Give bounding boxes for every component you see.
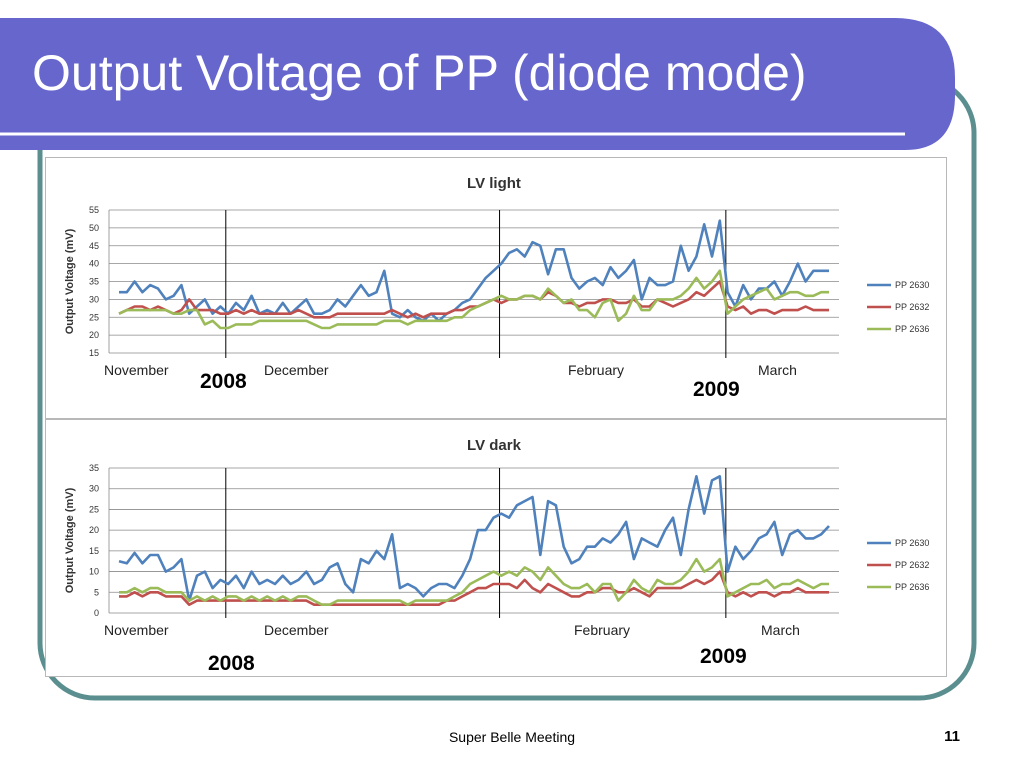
y-tick-label: 30: [89, 294, 99, 304]
year-label-2008-top: 2008: [200, 370, 247, 393]
month-label: November: [104, 622, 169, 638]
chart-title: LV dark: [467, 437, 522, 454]
chart-panel-lv-dark: LV dark 0 5 10 15 20 25 30 35 Output Voltage (mV)…: [45, 419, 947, 677]
page-number: 11: [944, 728, 960, 745]
month-label: February: [568, 362, 624, 378]
year-label-2008-bottom: 2008: [208, 652, 255, 675]
header-band: [0, 18, 955, 150]
series-line-pp-2630: [119, 219, 829, 323]
y-tick-label: 35: [89, 463, 99, 473]
y-tick-label: 5: [94, 587, 99, 597]
legend-label: PP 2630: [895, 280, 929, 290]
y-tick-label: 10: [89, 567, 99, 577]
slide-title: Output Voltage of PP (diode mode): [32, 45, 807, 101]
chart-lv-light: LV light 15 20 25 30 35 40 45 50 55 Output Voltage…: [64, 175, 929, 378]
legend-label: PP 2632: [895, 302, 929, 312]
y-tick-label: 0: [94, 608, 99, 618]
legend-label: PP 2632: [895, 560, 929, 570]
year-label-2009-top: 2009: [693, 378, 740, 401]
series-line-pp-2636: [118, 269, 829, 330]
chart-panel-lv-light: LV light 15 20 25 30 35 40 45 50 55 Output Voltage…: [45, 157, 947, 419]
series-line-pp-2632: [118, 280, 829, 319]
y-axis-label: Output Voltage (mV): [64, 228, 76, 334]
legend-label: PP 2636: [895, 324, 929, 334]
chart-lv-dark: LV dark 0 5 10 15 20 25 30 35 Output Voltage (mV)…: [64, 437, 929, 638]
month-label: December: [264, 362, 329, 378]
series-line-pp-2636: [119, 557, 829, 606]
series-line-pp-2630: [118, 475, 830, 602]
month-label: December: [264, 622, 329, 638]
chart-title: LV light: [467, 175, 521, 192]
footer-text: Super Belle Meeting: [448, 729, 576, 745]
y-tick-label: 25: [89, 312, 99, 322]
y-tick-label: 30: [89, 484, 99, 494]
y-tick-label: 40: [89, 259, 99, 269]
y-tick-label: 15: [89, 348, 99, 358]
month-label: February: [574, 622, 630, 638]
year-label-2009-bottom: 2009: [700, 645, 747, 668]
month-label: March: [758, 362, 797, 378]
y-tick-label: 45: [89, 241, 99, 251]
y-tick-label: 25: [89, 504, 99, 514]
month-label: March: [761, 622, 800, 638]
series-line-pp-2632: [119, 570, 829, 606]
y-tick-label: 50: [89, 223, 99, 233]
y-axis-label: Output Voltage (mV): [64, 487, 76, 593]
legend-label: PP 2636: [895, 582, 929, 592]
y-tick-label: 20: [89, 525, 99, 535]
month-label: November: [104, 362, 169, 378]
legend-label: PP 2630: [895, 538, 929, 548]
y-tick-label: 55: [89, 205, 99, 215]
y-tick-label: 20: [89, 330, 99, 340]
y-tick-label: 35: [89, 277, 99, 287]
y-tick-label: 15: [89, 546, 99, 556]
